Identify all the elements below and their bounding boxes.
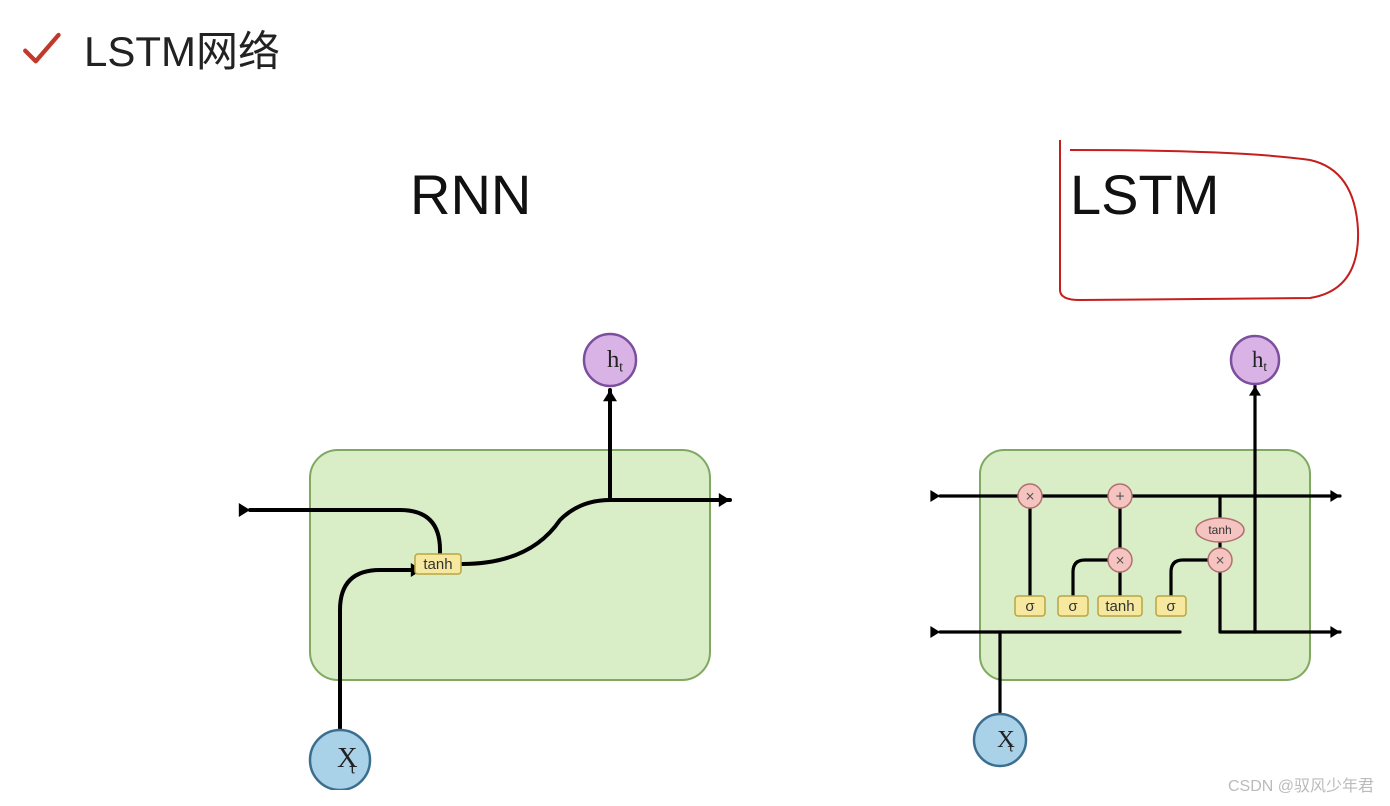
svg-text:h: h [607,346,620,373]
svg-text:tanh: tanh [1105,598,1134,615]
svg-text:t: t [1263,359,1267,374]
svg-text:tanh: tanh [1208,523,1231,537]
rnn-title: RNN [410,162,531,227]
svg-text:+: + [1115,488,1124,505]
svg-text:t: t [619,360,623,376]
svg-text:σ: σ [1025,598,1035,615]
page-title: LSTM网络 [84,18,280,79]
svg-text:t: t [1009,740,1013,756]
svg-text:σ: σ [1166,598,1176,615]
rnn-diagram: tanhhtXt [230,320,750,790]
header: LSTM网络 [20,18,280,79]
lstm-diagram: σσtanhσ×+××tanhhtXt [920,320,1360,790]
svg-text:t: t [351,759,356,778]
annotation-circle [1040,130,1370,310]
svg-text:×: × [1025,488,1034,505]
svg-text:tanh: tanh [423,556,452,573]
svg-text:×: × [1215,552,1224,569]
check-icon [20,28,62,70]
svg-text:σ: σ [1068,598,1078,615]
svg-text:h: h [1252,347,1264,372]
watermark: CSDN @驭风少年君 [1228,772,1374,796]
svg-text:×: × [1115,552,1124,569]
